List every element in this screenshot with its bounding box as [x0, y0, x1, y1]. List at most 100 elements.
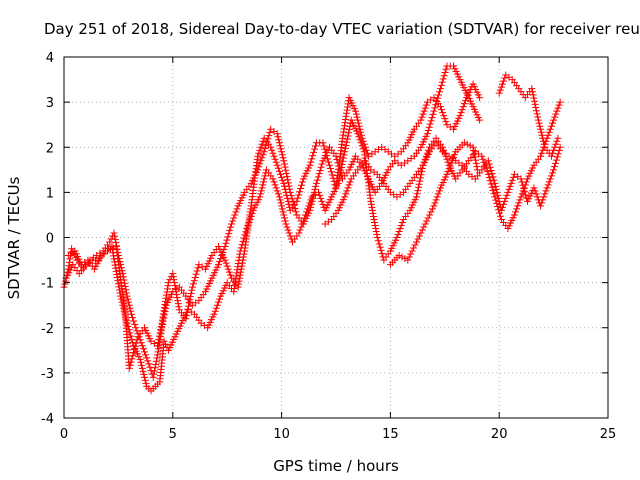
data-point: [544, 131, 552, 139]
data-point: [173, 294, 181, 302]
data-point: [501, 197, 509, 205]
data-point: [257, 190, 265, 198]
data-point: [356, 125, 364, 133]
data-point: [490, 190, 498, 198]
data-point: [278, 205, 286, 213]
data-point: [231, 211, 239, 219]
data-point: [446, 62, 454, 70]
data-point: [344, 184, 352, 192]
data-point: [230, 214, 238, 222]
data-point: [275, 167, 283, 175]
data-point: [111, 235, 119, 243]
data-point: [237, 268, 245, 276]
data-point: [285, 229, 293, 237]
data-point: [476, 169, 484, 177]
data-point: [256, 146, 264, 154]
data-point: [417, 229, 425, 237]
y-tick-label: 0: [46, 232, 54, 247]
data-point: [550, 166, 558, 174]
data-point: [345, 126, 353, 134]
data-point: [138, 342, 146, 350]
data-point: [422, 132, 430, 140]
data-point: [150, 370, 158, 378]
data-point: [217, 255, 225, 263]
data-point: [276, 196, 284, 204]
data-point: [294, 194, 302, 202]
data-point: [342, 115, 350, 123]
data-point: [405, 253, 413, 261]
data-point: [390, 191, 398, 199]
data-point: [440, 146, 448, 154]
data-point: [360, 140, 368, 148]
data-point: [132, 324, 140, 332]
data-point: [307, 203, 315, 211]
data-point: [161, 300, 169, 308]
data-point: [414, 183, 422, 191]
data-point: [274, 190, 282, 198]
data-point: [174, 297, 182, 305]
data-point: [279, 176, 287, 184]
data-point: [383, 169, 391, 177]
data-point: [239, 256, 247, 264]
data-point: [553, 107, 561, 115]
data-point: [257, 143, 265, 151]
data-point: [172, 285, 180, 293]
data-point: [442, 150, 450, 158]
data-point: [253, 155, 261, 163]
data-point: [123, 292, 131, 300]
data-point: [343, 106, 351, 114]
data-point: [556, 98, 564, 106]
data-point: [468, 100, 476, 108]
data-point: [376, 243, 384, 251]
data-point: [542, 187, 550, 195]
data-point: [531, 187, 539, 195]
data-point: [354, 119, 362, 127]
y-axis-label: SDTVAR / TECUs: [5, 176, 23, 299]
data-point: [186, 293, 194, 301]
data-point: [164, 282, 172, 290]
data-point: [466, 142, 474, 150]
data-point: [338, 137, 346, 145]
data-point: [540, 193, 548, 201]
data-point: [315, 170, 323, 178]
data-point: [455, 114, 463, 122]
data-point: [183, 312, 191, 320]
data-point: [174, 300, 182, 308]
data-point: [352, 110, 360, 118]
data-point: [121, 303, 129, 311]
data-point: [418, 113, 426, 121]
data-point: [312, 179, 320, 187]
data-point: [324, 155, 332, 163]
data-point: [415, 232, 423, 240]
data-point: [131, 320, 139, 328]
y-tick-label: 1: [46, 186, 54, 201]
data-point: [538, 199, 546, 207]
data-point: [141, 348, 149, 356]
data-point: [422, 101, 430, 109]
data-point: [343, 138, 351, 146]
data-point: [320, 142, 328, 150]
data-point: [433, 193, 441, 201]
data-point: [144, 357, 152, 365]
data-point: [209, 313, 217, 321]
data-point: [460, 100, 468, 108]
data-point: [100, 249, 108, 257]
y-axis-ticks: -4 -3 -2 -1 0 1 2 3 4: [41, 51, 608, 427]
data-point: [509, 173, 517, 181]
data-point: [461, 86, 469, 94]
data-point: [513, 205, 521, 213]
data-point: [292, 208, 300, 216]
y-tick-label: -1: [41, 277, 54, 292]
data-point: [280, 157, 288, 165]
data-point: [132, 339, 140, 347]
data-point: [194, 264, 202, 272]
data-point: [553, 137, 561, 145]
data-point: [113, 270, 121, 278]
data-point: [369, 209, 377, 217]
data-point: [470, 150, 478, 158]
data-point: [123, 319, 131, 327]
data-point: [440, 112, 448, 120]
data-point: [247, 212, 255, 220]
data-point: [404, 256, 412, 264]
data-point: [283, 191, 291, 199]
